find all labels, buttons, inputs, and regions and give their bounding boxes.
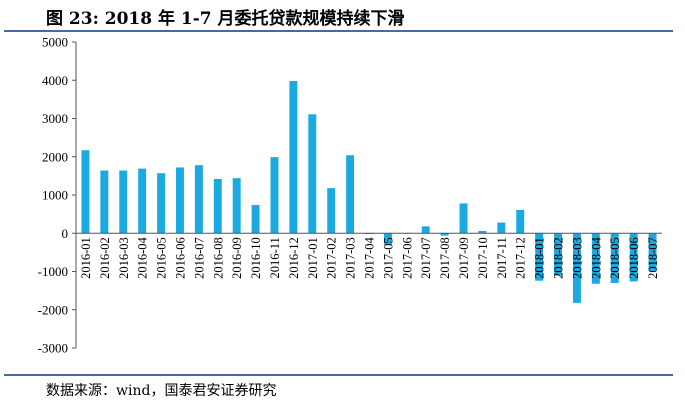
bar-2016-12 — [289, 81, 298, 234]
x-tick-label: 2016-08 — [211, 237, 225, 279]
x-tick-label: 2016-10 — [249, 237, 263, 279]
source-note: 数据来源：wind，国泰君安证券研究 — [46, 383, 277, 399]
bar-2017-03 — [346, 155, 355, 234]
bar-2016-11 — [270, 157, 279, 234]
figure-title: 图 23: 2018 年 1-7 月委托贷款规模持续下滑 — [46, 9, 405, 29]
x-tick-label: 2017-11 — [495, 237, 509, 278]
bar-2016-09 — [232, 178, 241, 234]
bar-2018-06 — [629, 233, 638, 282]
bottom-rule — [4, 374, 673, 376]
bar-2018-02 — [554, 233, 563, 276]
x-tick-label: 2016-12 — [287, 237, 301, 279]
y-tick-label: 3000 — [42, 111, 68, 126]
x-tick-label: 2017-06 — [400, 237, 414, 279]
bar-2016-08 — [213, 178, 222, 234]
bar-2018-03 — [572, 233, 581, 303]
bar-2016-05 — [157, 173, 166, 234]
x-tick-label: 2018-07 — [646, 237, 660, 279]
x-tick-label: 2017-07 — [419, 237, 433, 279]
bar-2018-05 — [610, 233, 619, 283]
bar-2017-07 — [421, 226, 430, 234]
x-tick-label: 2017-02 — [325, 237, 339, 279]
y-tick-label: -3000 — [38, 341, 68, 356]
bar-2016-01 — [81, 150, 90, 234]
bar-2018-01 — [535, 233, 544, 281]
bar-2018-07 — [648, 233, 657, 271]
bar-2016-04 — [138, 168, 147, 234]
bar-2017-05 — [383, 233, 392, 245]
bar-2017-08 — [440, 233, 449, 236]
x-tick-label: 2017-09 — [457, 237, 471, 279]
x-tick-label: 2018-06 — [627, 237, 641, 279]
bar-2016-06 — [175, 167, 184, 234]
x-tick-label: 2016-04 — [136, 237, 150, 279]
x-tick-label: 2016-09 — [230, 237, 244, 279]
x-tick-label: 2017-10 — [476, 237, 490, 279]
bar-2017-01 — [308, 114, 317, 234]
y-tick-label: -1000 — [38, 264, 68, 279]
bar-2017-11 — [497, 222, 506, 234]
x-tick-label: 2016-03 — [117, 237, 131, 279]
bar-2016-03 — [119, 170, 128, 234]
x-tick-label: 2016-01 — [79, 237, 93, 279]
x-tick-label: 2017-08 — [438, 237, 452, 279]
x-tick-label: 2017-03 — [344, 237, 358, 279]
x-tick-label: 2016-05 — [155, 237, 169, 279]
x-tick-label: 2018-02 — [552, 237, 566, 279]
x-tick-label: 2018-01 — [533, 237, 547, 279]
bar-2016-07 — [194, 165, 203, 234]
x-tick-label: 2016-07 — [192, 237, 206, 279]
x-tick-label: 2018-04 — [589, 237, 603, 279]
y-tick-label: 2000 — [42, 149, 68, 164]
bar-2016-02 — [100, 170, 109, 234]
y-tick-label: 5000 — [42, 35, 68, 50]
y-tick-label: 0 — [62, 226, 69, 241]
bar-2018-04 — [591, 233, 600, 284]
bar-2017-02 — [327, 188, 336, 234]
x-tick-label: 2017-04 — [363, 237, 377, 279]
x-tick-label: 2018-05 — [608, 237, 622, 279]
x-tick-label: 2016-02 — [98, 237, 112, 279]
x-tick-label: 2018-03 — [570, 237, 584, 279]
bar-2017-09 — [459, 203, 468, 234]
bar-2016-10 — [251, 204, 260, 234]
bar-2017-12 — [516, 209, 525, 234]
x-tick-label: 2017-12 — [514, 237, 528, 279]
y-tick-label: 1000 — [42, 188, 68, 203]
top-rule — [4, 30, 673, 32]
y-tick-label: -2000 — [38, 302, 68, 317]
x-tick-label: 2016-06 — [173, 237, 187, 279]
y-tick-label: 4000 — [42, 73, 68, 88]
x-tick-label: 2016-11 — [268, 237, 282, 278]
bar-2017-10 — [478, 230, 487, 234]
x-tick-label: 2017-01 — [306, 237, 320, 279]
x-tick-label: 2017-05 — [381, 237, 395, 279]
